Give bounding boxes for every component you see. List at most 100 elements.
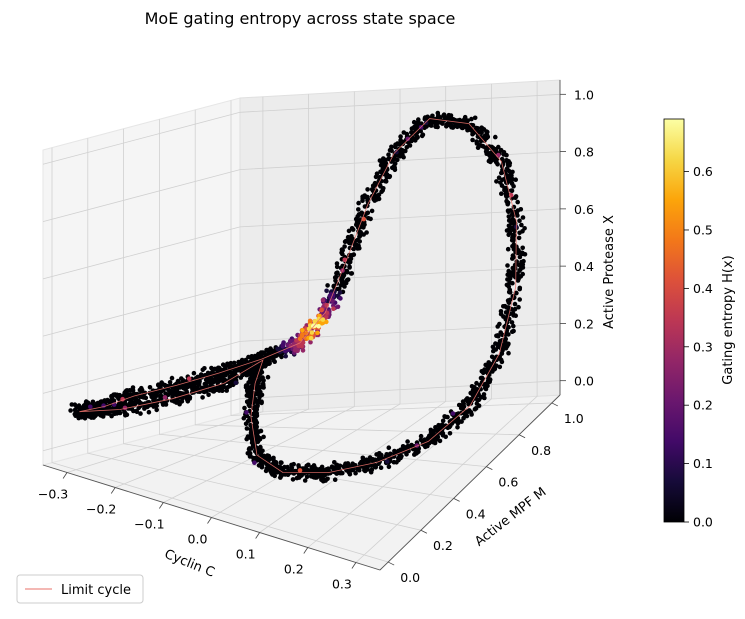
scatter-point	[384, 459, 390, 464]
scatter-point	[243, 385, 249, 390]
scatter-point	[287, 339, 293, 344]
z-tick-label: 0.0	[574, 374, 594, 389]
scatter-point	[111, 392, 116, 398]
scatter-point	[519, 250, 525, 256]
scatter-point	[258, 385, 263, 390]
scatter-point	[511, 268, 517, 274]
scatter-point	[427, 433, 432, 439]
scatter-point	[494, 159, 499, 165]
scatter-point	[517, 254, 523, 260]
scatter-point	[355, 214, 361, 219]
scatter-point	[320, 297, 326, 303]
scatter-point	[518, 266, 523, 272]
scatter-point	[345, 238, 351, 243]
scatter-point	[349, 252, 355, 258]
scatter-point	[438, 423, 443, 429]
x-gridline	[259, 86, 447, 533]
scatter-point	[299, 343, 304, 349]
scatter-point	[482, 367, 487, 372]
scatter-point	[362, 467, 367, 473]
scatter-point	[509, 188, 515, 194]
scatter-point	[394, 460, 399, 465]
y-tick-mark	[551, 402, 558, 407]
scatter-point	[314, 475, 320, 480]
scatter-point	[208, 379, 214, 385]
scatter-point	[491, 148, 496, 154]
x-tick-mark	[207, 517, 212, 524]
scatter-point	[499, 191, 504, 196]
scatter-point	[511, 254, 516, 260]
scatter-point	[396, 455, 401, 461]
scatter-point	[309, 330, 315, 335]
scatter-point	[300, 333, 305, 339]
scatter-point	[510, 212, 515, 217]
scatter-point	[316, 316, 322, 322]
scatter-point	[415, 122, 421, 127]
scatter-point	[440, 418, 446, 424]
scatter-point	[356, 207, 361, 212]
scatter-point	[513, 177, 518, 182]
scatter-point	[386, 452, 391, 458]
scatter-point	[318, 471, 324, 476]
scatter-point	[170, 394, 175, 399]
y-tick-mark	[486, 466, 493, 470]
scatter-point	[258, 444, 263, 450]
scatter-point	[494, 179, 499, 184]
scatter-point	[203, 377, 209, 383]
z-tick-label: 0.4	[574, 259, 594, 274]
y-tick-label: 0.2	[433, 538, 453, 553]
scatter-point	[324, 288, 329, 294]
scatter-point	[488, 157, 493, 162]
scatter-point	[496, 152, 501, 158]
scatter-point	[504, 166, 510, 171]
scatter-point	[517, 218, 522, 223]
scatter-point	[386, 152, 391, 157]
legend: Limit cycle	[16, 574, 144, 604]
colorbar-tick-label: 0.1	[693, 456, 713, 471]
scatter-point	[307, 318, 313, 324]
scatter-point	[357, 467, 362, 473]
scatter-point	[509, 320, 515, 325]
scatter-point	[486, 368, 492, 373]
scatter-point	[95, 400, 101, 406]
scatter-point	[515, 199, 520, 205]
scatter-point	[280, 342, 286, 347]
scatter-point	[349, 226, 355, 231]
scatter-point	[400, 444, 406, 449]
y-tick-label: 0.6	[498, 475, 518, 490]
scatter-point	[505, 263, 510, 268]
scatter-point	[362, 204, 368, 209]
scatter-point	[225, 361, 230, 367]
scatter-point	[361, 223, 366, 229]
scatter-point	[127, 401, 132, 407]
scatter-point	[508, 176, 513, 181]
scatter-point	[265, 347, 270, 353]
scatter-point	[386, 464, 392, 470]
scatter-point	[481, 144, 486, 149]
scatter-point	[265, 374, 271, 380]
scatter-point	[441, 112, 447, 117]
scatter-point	[365, 210, 371, 216]
scatter-point	[300, 328, 305, 333]
scatter-point	[309, 469, 314, 474]
scatter-point	[312, 318, 318, 324]
scatter-point	[423, 120, 429, 125]
scatter-point	[228, 360, 234, 366]
z-tick-label: 0.2	[574, 316, 594, 331]
scatter-point	[146, 409, 152, 415]
scatter-point	[376, 182, 382, 187]
scatter-point	[435, 124, 440, 130]
scatter-point	[510, 216, 515, 222]
scatter-point	[246, 370, 252, 375]
scatter-point	[486, 360, 492, 365]
scatter-point	[357, 245, 362, 251]
scatter-point	[419, 133, 425, 139]
scatter-point	[341, 272, 347, 278]
scatter-point	[506, 159, 511, 164]
scatter-point	[377, 177, 382, 182]
scatter-point	[169, 375, 175, 381]
colorbar-ticks: 0.0 0.1 0.2 0.3 0.4 0.5 0.6	[684, 164, 713, 530]
x-gridline	[66, 96, 264, 473]
colorbar: 0.0 0.1 0.2 0.3 0.4 0.5 0.6 Gating entropy H(x…	[663, 118, 736, 530]
